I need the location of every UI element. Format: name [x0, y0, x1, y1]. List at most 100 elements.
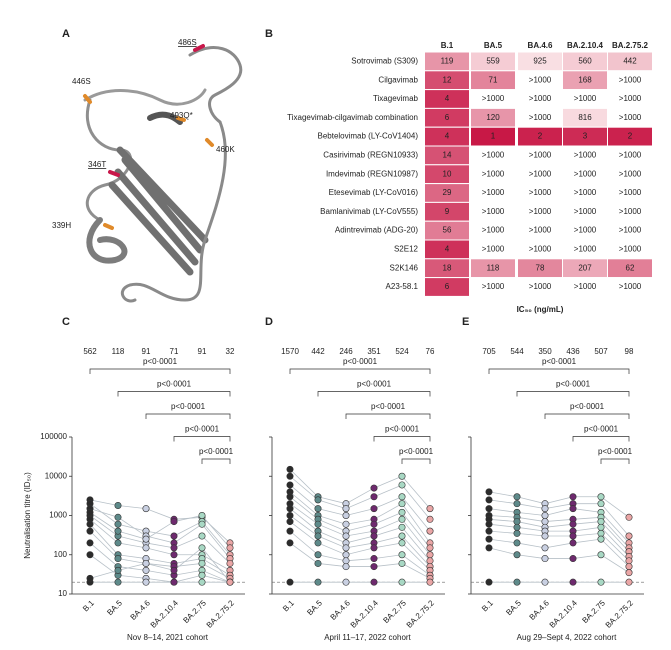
cell-value: >1000	[529, 188, 552, 197]
subject-line	[289, 521, 431, 571]
x-tick-label: B.1	[81, 598, 96, 613]
data-point	[569, 505, 577, 513]
comparison-bracket	[201, 458, 231, 464]
data-point	[342, 578, 350, 586]
cell-value: 925	[533, 57, 547, 66]
data-point	[569, 520, 577, 528]
subject-line	[89, 547, 231, 583]
data-point	[370, 578, 378, 586]
axis-label: IC₅₀ (ng/mL)	[517, 305, 564, 314]
x-tick-label: BA.2.10.4	[548, 598, 580, 630]
subject-line	[89, 508, 231, 559]
subject-line	[89, 499, 231, 544]
residue-marker	[193, 44, 205, 52]
data-point	[342, 505, 350, 513]
cell-value: 56	[443, 226, 452, 235]
data-point	[398, 472, 406, 480]
ribbon	[83, 88, 207, 106]
residue-marker	[205, 138, 214, 147]
x-axis-label: Nov 8–14, 2021 cohort	[127, 633, 209, 642]
data-point	[541, 532, 549, 540]
residue-marker	[108, 170, 120, 177]
data-point	[569, 493, 577, 501]
p-value: p<0·0001	[584, 425, 619, 434]
data-point	[114, 578, 122, 586]
panel-letter: D	[265, 316, 273, 328]
cell-value: 18	[443, 263, 452, 272]
data-point	[485, 505, 493, 513]
subject-line	[89, 530, 231, 579]
column-header: BA.5	[484, 41, 503, 50]
cell-value: 71	[489, 75, 498, 84]
cell-value: 14	[443, 151, 452, 160]
summary-value: 442	[311, 347, 325, 356]
subject-line	[289, 491, 431, 544]
p-value: p<0·0001	[598, 447, 633, 456]
cell-value: 1	[491, 132, 496, 141]
data-point	[86, 539, 94, 547]
x-tick-label: BA.4.6	[528, 598, 552, 622]
comparison-bracket	[173, 436, 231, 442]
cell-value: >1000	[529, 282, 552, 291]
cell-value: >1000	[619, 94, 642, 103]
p-value: p<0·0001	[143, 357, 178, 366]
cell-value: >1000	[619, 226, 642, 235]
data-point	[625, 578, 633, 586]
data-point	[286, 505, 294, 513]
cell-value: >1000	[574, 94, 597, 103]
cell-value: >1000	[482, 282, 505, 291]
data-point	[198, 571, 206, 579]
data-point	[513, 493, 521, 501]
residue-label: 446S	[72, 77, 91, 86]
cell-value: >1000	[574, 226, 597, 235]
data-point	[142, 566, 150, 574]
summary-value: 76	[426, 347, 435, 356]
cell-value: >1000	[482, 188, 505, 197]
summary-value: 436	[566, 347, 580, 356]
column-header: B.1	[441, 41, 454, 50]
cell-value: 9	[445, 207, 450, 216]
row-label: Bebtelovimab (LY-CoV1404)	[317, 132, 418, 141]
row-label: Adintrevimab (ADG-20)	[335, 226, 418, 235]
data-point	[426, 515, 434, 523]
data-point	[513, 551, 521, 559]
data-point	[142, 535, 150, 543]
column-header: BA.4.6	[528, 41, 553, 50]
summary-value: 705	[482, 347, 496, 356]
cell-value: >1000	[529, 226, 552, 235]
comparison-bracket	[488, 368, 630, 374]
data-point	[541, 544, 549, 552]
cell-value: 29	[443, 188, 452, 197]
data-point	[198, 511, 206, 519]
protein-structure	[83, 44, 243, 303]
data-point	[597, 535, 605, 543]
x-tick-label: BA.2.75	[580, 598, 607, 625]
data-point	[485, 527, 493, 535]
x-tick-label: BA.2.75	[181, 598, 208, 625]
cell-value: >1000	[574, 188, 597, 197]
comparison-bracket	[117, 391, 231, 397]
subject-line	[488, 515, 630, 549]
data-point	[426, 544, 434, 552]
cell-value: 119	[441, 57, 454, 66]
x-tick-label: BA.4.6	[329, 598, 353, 622]
comparison-bracket	[145, 413, 231, 419]
data-point	[86, 508, 94, 516]
summary-value: 98	[625, 347, 634, 356]
cell-value: >1000	[574, 245, 597, 254]
residue-label: 339H	[52, 221, 71, 230]
data-point	[485, 578, 493, 586]
data-point	[286, 481, 294, 489]
data-point	[170, 532, 178, 540]
cell-value: >1000	[619, 245, 642, 254]
data-point	[198, 578, 206, 586]
summary-value: 1570	[281, 347, 299, 356]
beta-strand	[147, 111, 183, 125]
data-point	[625, 569, 633, 577]
cell-value: >1000	[619, 169, 642, 178]
p-value: p<0·0001	[357, 380, 392, 389]
panel-letter: E	[462, 316, 469, 328]
data-point	[370, 505, 378, 513]
data-point	[485, 488, 493, 496]
